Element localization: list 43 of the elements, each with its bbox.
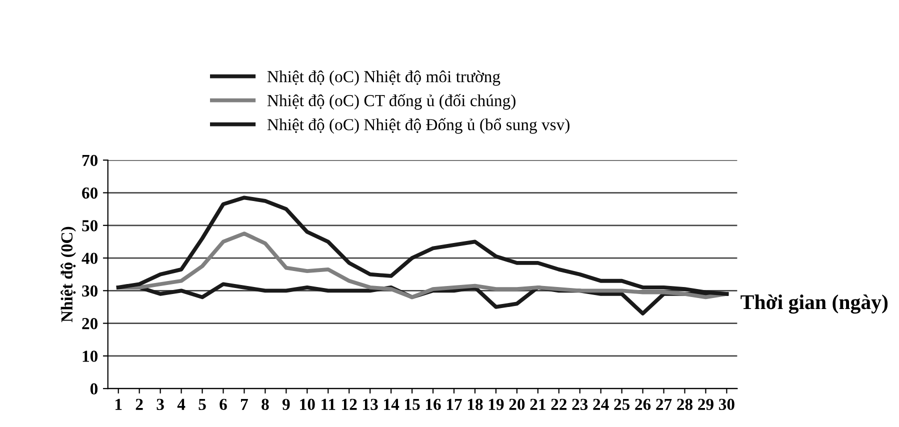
x-tick-label: 25 [614, 398, 630, 410]
x-tick-label: 16 [426, 398, 441, 410]
x-tick-label: 1 [116, 398, 122, 410]
y-tick-label: 30 [82, 285, 98, 297]
x-tick-label: 23 [572, 398, 588, 410]
x-tick-label: 9 [282, 398, 290, 410]
x-tick-label: 3 [156, 398, 164, 410]
x-tick-label: 24 [593, 398, 609, 410]
x-tick-label: 10 [300, 398, 315, 410]
y-tick-label: 20 [82, 318, 98, 330]
x-tick-label: 20 [509, 398, 525, 410]
x-tick-label: 12 [342, 398, 357, 410]
y-tick-label: 70 [82, 154, 98, 166]
y-tick-label: 0 [90, 383, 98, 395]
x-tick-label: 22 [551, 398, 566, 410]
x-tick-label: 2 [136, 398, 143, 410]
x-tick-label: 26 [635, 398, 651, 410]
x-tick-label: 5 [198, 398, 206, 410]
x-tick-label: 29 [698, 398, 714, 410]
y-axis-title: Nhiệt độ (0C) [60, 226, 76, 322]
x-tick-label: 6 [220, 398, 227, 410]
x-tick-label: 4 [177, 398, 186, 410]
y-tick-label: 60 [82, 187, 98, 199]
legend-label: Nhiệt độ (oC) Nhiệt độ môi trường [267, 70, 500, 86]
x-tick-label: 15 [405, 398, 420, 410]
y-tick-label: 10 [82, 350, 98, 362]
x-tick-label: 11 [322, 398, 336, 410]
x-tick-label: 27 [656, 398, 672, 410]
x-tick-label: 17 [447, 398, 462, 410]
x-tick-label: 18 [468, 398, 483, 410]
legend-label: Nhiệt độ (oC) CT đống ủ (đối chúng) [267, 94, 516, 110]
x-tick-label: 28 [677, 398, 693, 410]
y-tick-label: 40 [82, 252, 98, 264]
y-tick-label: 50 [82, 220, 98, 232]
legend-label: Nhiệt độ (oC) Nhiệt độ Đống ủ (bổ sung vsv) [267, 118, 570, 134]
x-tick-label: 14 [384, 398, 400, 410]
x-tick-label: 7 [241, 398, 248, 410]
x-tick-label: 21 [530, 398, 546, 410]
x-tick-label: 8 [262, 398, 269, 410]
x-tick-label: 30 [718, 398, 734, 410]
x-tick-label: 19 [488, 398, 504, 410]
x-axis-title: Thời gian (ngày) [740, 294, 888, 314]
x-tick-label: 13 [363, 398, 378, 410]
